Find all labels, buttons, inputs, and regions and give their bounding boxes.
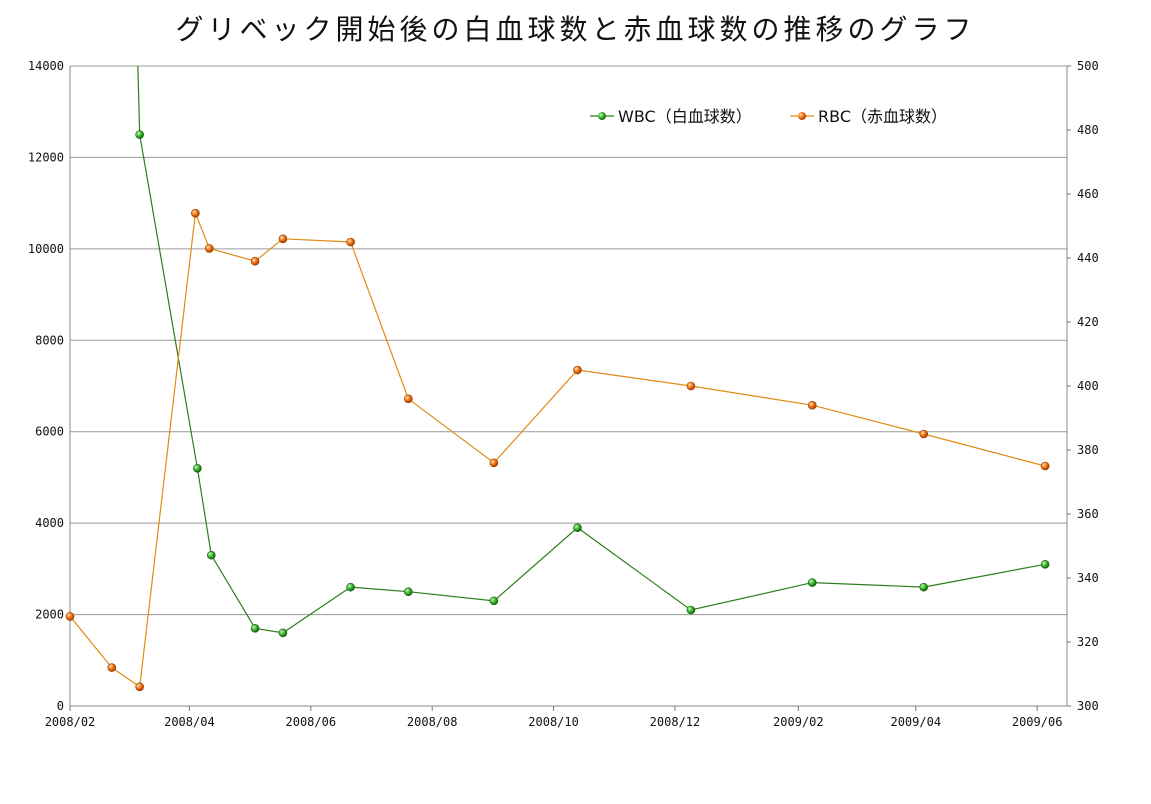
y-right-tick-label: 340	[1077, 571, 1099, 585]
y-right-tick-label: 440	[1077, 251, 1099, 265]
data-point-wbc	[1040, 559, 1050, 569]
data-point-wbc	[278, 628, 288, 638]
gridlines	[70, 65, 1067, 616]
y-right-tick-label: 480	[1077, 123, 1099, 137]
y-left-tick-label: 14000	[28, 59, 64, 73]
data-point-wbc	[206, 550, 216, 560]
data-point-wbc	[346, 582, 355, 592]
x-tick-label: 2008/06	[286, 715, 337, 729]
data-point-rbc	[250, 256, 260, 266]
y-left-tick-label: 2000	[35, 608, 64, 622]
data-point-rbc	[65, 612, 75, 621]
y-right-tick-label: 320	[1077, 635, 1099, 649]
markers-layer	[65, 130, 1050, 692]
x-tick-label: 2008/10	[528, 715, 579, 729]
data-point-wbc	[807, 578, 817, 587]
data-point-wbc	[573, 523, 582, 533]
data-point-rbc	[278, 234, 288, 244]
y-right-tick-label: 300	[1077, 699, 1099, 713]
x-tick-label: 2008/08	[407, 715, 458, 729]
axes: 0 2000 4000 6000 8000 10000 12000 14000 300 320 34…	[28, 59, 1099, 729]
y-left-tick-label: 12000	[28, 150, 64, 164]
data-point-wbc	[686, 605, 696, 615]
x-tick-label: 2009/02	[773, 715, 824, 729]
x-tick-label: 2008/02	[45, 715, 96, 729]
x-tick-label: 2008/12	[650, 715, 701, 729]
data-point-rbc	[489, 458, 499, 468]
legend: WBC（白血球数） RBC（赤血球数）	[590, 107, 947, 126]
data-point-wbc	[193, 463, 202, 473]
data-point-wbc	[919, 582, 929, 592]
data-point-rbc	[686, 381, 696, 391]
legend-marker	[798, 112, 806, 120]
data-point-rbc	[346, 237, 355, 247]
y-right-tick-label: 380	[1077, 443, 1099, 457]
x-tick-label: 2009/06	[1012, 715, 1063, 729]
y-right-tick-label: 460	[1077, 187, 1099, 201]
series-layer	[70, 66, 1046, 688]
data-point-wbc	[489, 596, 499, 606]
data-point-rbc	[107, 663, 117, 672]
data-point-rbc	[191, 208, 200, 218]
data-point-rbc	[919, 429, 929, 439]
x-tick-label: 2009/04	[890, 715, 941, 729]
y-right-tick-label: 400	[1077, 379, 1099, 393]
series-line-wbc	[137, 66, 1046, 634]
y-left-tick-label: 10000	[28, 242, 64, 256]
data-point-rbc	[807, 400, 817, 410]
data-point-rbc	[205, 244, 214, 253]
data-point-wbc	[135, 130, 144, 139]
legend-label: WBC（白血球数）	[618, 107, 752, 126]
series-line-rbc	[70, 212, 1046, 688]
data-point-rbc	[135, 682, 144, 692]
legend-marker	[598, 112, 606, 120]
x-tick-label: 2008/04	[164, 715, 215, 729]
data-point-wbc	[404, 587, 413, 597]
y-right-tick-label: 500	[1077, 59, 1099, 73]
data-point-wbc	[250, 623, 260, 633]
y-left-tick-label: 6000	[35, 425, 64, 439]
data-point-rbc	[1040, 461, 1050, 471]
data-point-rbc	[573, 365, 582, 375]
y-left-tick-label: 4000	[35, 516, 64, 530]
chart-title: グリベック開始後の白血球数と赤血球数の推移のグラフ	[175, 13, 976, 46]
y-right-tick-label: 420	[1077, 315, 1099, 329]
data-point-rbc	[404, 394, 413, 404]
y-left-tick-label: 0	[57, 699, 64, 713]
legend-label: RBC（赤血球数）	[818, 107, 947, 126]
y-right-tick-label: 360	[1077, 507, 1099, 521]
y-left-tick-label: 8000	[35, 333, 64, 347]
